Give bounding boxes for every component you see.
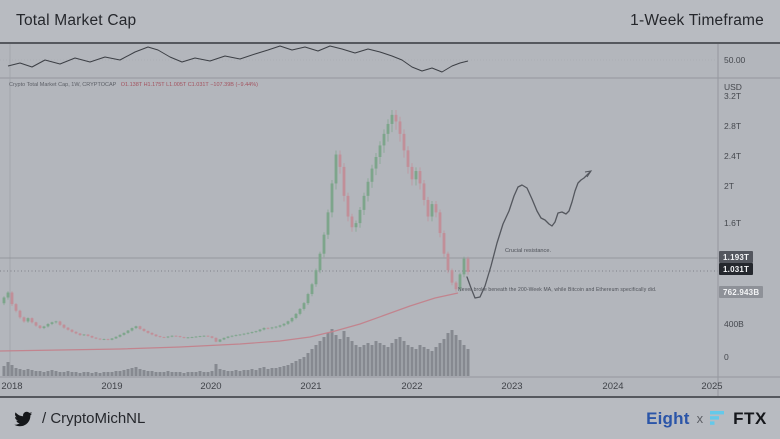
time-tick: 2019 (101, 381, 123, 392)
symbol-info: Crypto Total Market Cap, 1W, CRYPTOCAP O… (9, 82, 258, 88)
annotation-crucial-resistance: Crucial resistance. (505, 248, 552, 254)
ftx-logo-icon (710, 411, 725, 425)
twitter-bird-icon (14, 411, 33, 426)
ftx-logo-text: FTX (733, 408, 767, 428)
header-bar: Total Market Cap 1-Week Timeframe (0, 0, 780, 44)
price-tick: 2.4T (724, 151, 742, 161)
symbol-ohlc-values: O1.138T H1.175T L1.005T C1.031T −107.39B… (120, 82, 258, 88)
oscillator-value-label: 50.00 (724, 55, 746, 65)
annotation-never-broke-ma: Never broke beneath the 200-Week MA, whi… (458, 287, 657, 293)
last-price-badge: 1.031T (719, 263, 754, 275)
price-tick: 1.6T (724, 218, 742, 228)
time-tick: 2024 (602, 381, 624, 392)
time-tick: 2022 (401, 381, 423, 392)
time-tick: 2023 (501, 381, 523, 392)
price-tick: USD (724, 82, 742, 92)
price-tick: 3.2T (724, 91, 742, 101)
collab-x-label: x (696, 411, 704, 426)
price-tick: 2.8T (724, 121, 742, 131)
time-tick: 2021 (300, 381, 322, 392)
price-tick: 400B (724, 319, 744, 329)
ma-price-badge: 762.943B (719, 286, 764, 298)
symbol-title: Crypto Total Market Cap, 1W, CRYPTOCAP (9, 82, 117, 88)
resistance-price-badge: 1.193T (719, 251, 754, 263)
price-tick: 0 (724, 352, 729, 362)
timeframe-label: 1-Week Timeframe (630, 12, 764, 29)
twitter-handle: / CryptoMichNL (42, 410, 146, 427)
page-title: Total Market Cap (16, 12, 137, 29)
time-tick: 2020 (200, 381, 222, 392)
eight-logo-text: Eight (646, 408, 690, 428)
time-tick: 2018 (1, 381, 23, 392)
price-tick: 2T (724, 181, 734, 191)
footer-bar: / CryptoMichNL Eight x FTX (0, 396, 780, 439)
time-tick: 2025 (701, 381, 723, 392)
